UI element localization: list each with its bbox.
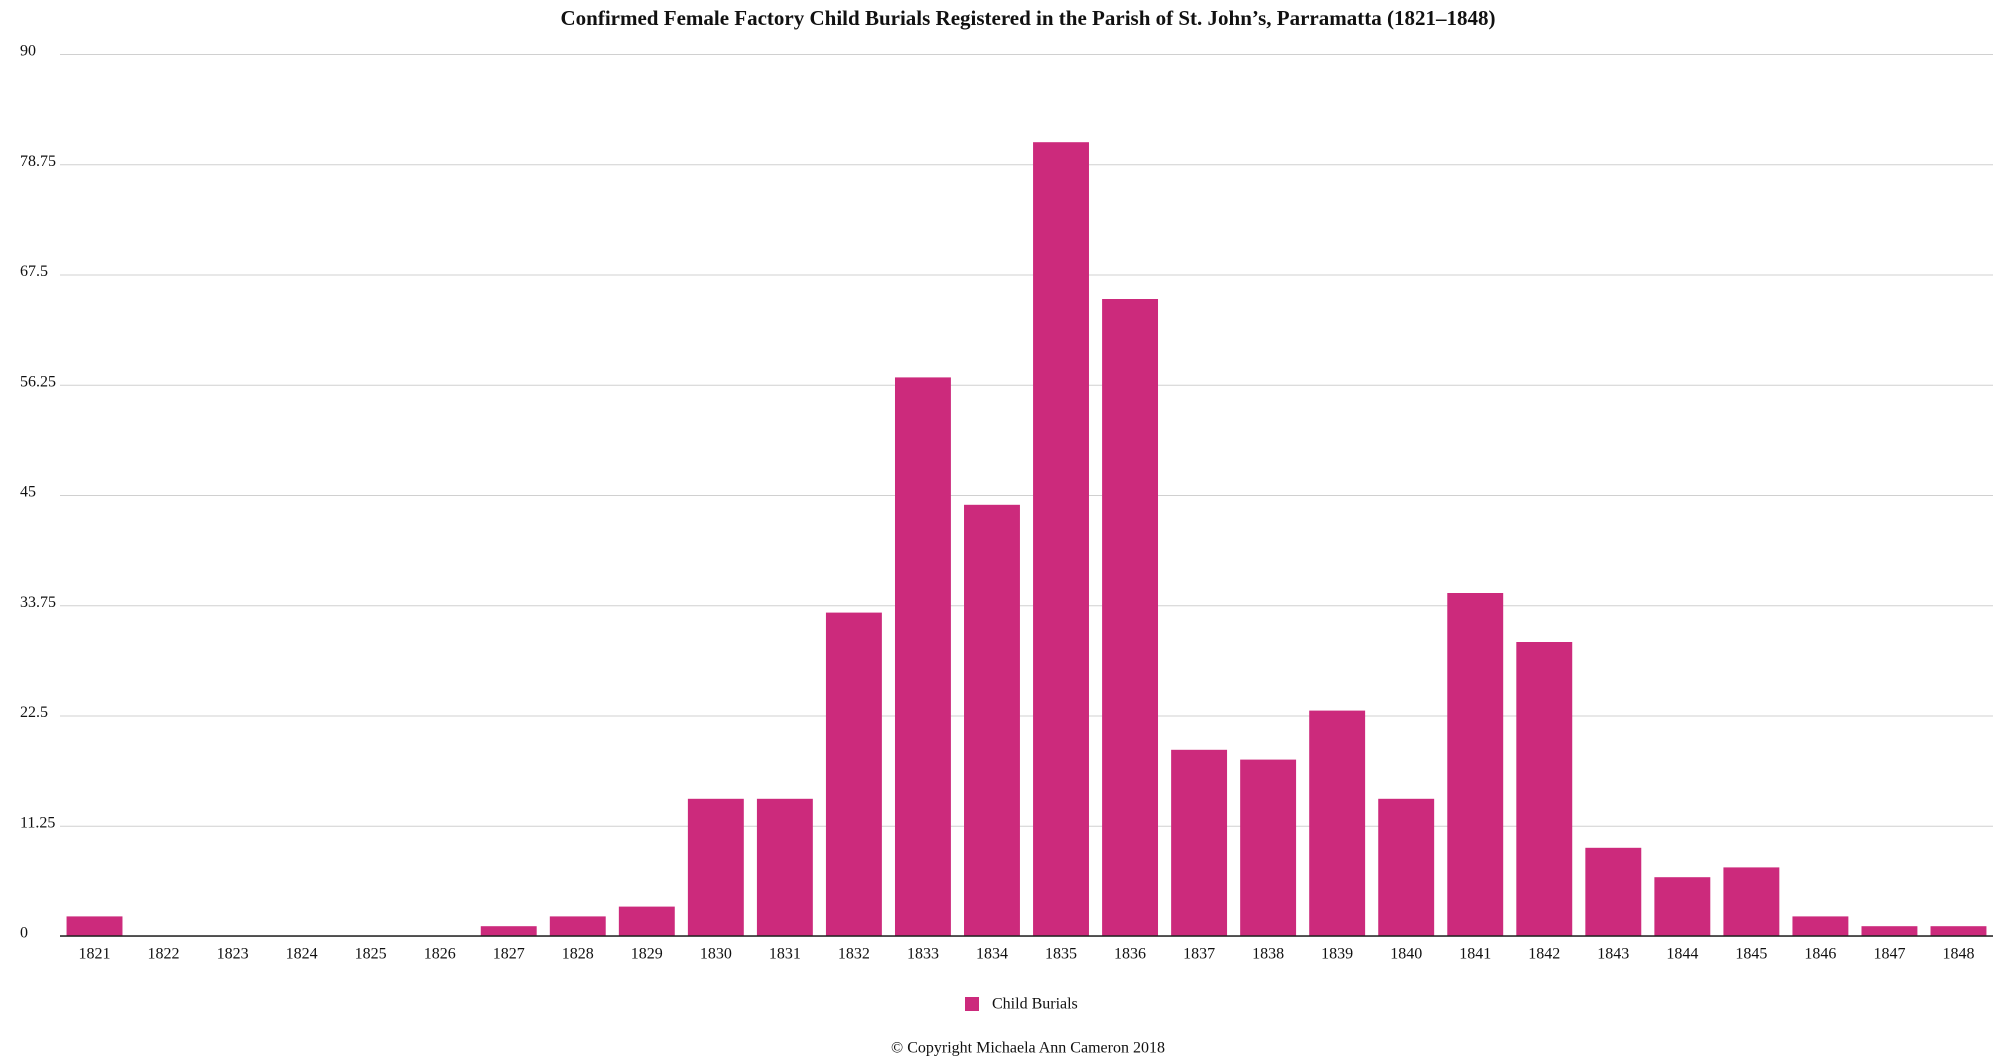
y-tick-label: 33.75	[20, 594, 56, 611]
x-tick-label: 1832	[838, 946, 870, 963]
y-tick-label: 90	[20, 43, 36, 60]
bar	[1309, 710, 1366, 936]
x-tick-label: 1826	[424, 946, 456, 963]
bar	[1240, 759, 1297, 936]
y-tick-label: 45	[20, 484, 36, 501]
copyright: © Copyright Michaela Ann Cameron 2018	[891, 1040, 1165, 1057]
x-tick-label: 1842	[1528, 946, 1560, 963]
bar	[549, 916, 606, 936]
x-tick-label: 1838	[1252, 946, 1284, 963]
y-tick-label: 22.5	[20, 704, 48, 721]
bar	[1723, 867, 1780, 936]
legend-label: Child Burials	[992, 996, 1078, 1013]
x-tick-label: 1828	[562, 946, 594, 963]
bar	[687, 798, 744, 936]
x-tick-label: 1837	[1183, 946, 1215, 963]
x-tick-label: 1834	[976, 946, 1008, 963]
chart-title: Confirmed Female Factory Child Burials R…	[561, 6, 1496, 30]
bar	[1516, 642, 1573, 936]
bar	[1033, 142, 1089, 936]
bar	[1102, 299, 1159, 936]
y-tick-label: 67.5	[20, 263, 48, 280]
y-tick-label: 11.25	[20, 814, 55, 831]
x-tick-label: 1825	[355, 946, 387, 963]
bar	[1861, 926, 1918, 936]
x-tick-label: 1846	[1804, 946, 1836, 963]
bar	[1792, 916, 1849, 936]
x-tick-label: 1843	[1597, 946, 1629, 963]
bar	[756, 798, 813, 936]
x-tick-label: 1840	[1390, 946, 1422, 963]
bar	[894, 377, 951, 936]
x-tick-label: 1836	[1114, 946, 1146, 963]
x-tick-label: 1831	[769, 946, 801, 963]
bar	[1585, 847, 1642, 936]
bar	[1654, 877, 1711, 936]
bar	[480, 926, 537, 936]
bar	[66, 916, 123, 936]
x-tick-label: 1848	[1942, 946, 1974, 963]
x-tick-label: 1835	[1045, 946, 1077, 963]
y-tick-label: 56.25	[20, 373, 56, 390]
x-tick-label: 1845	[1735, 946, 1767, 963]
x-tick-label: 1821	[79, 946, 111, 963]
x-tick-label: 1827	[493, 946, 525, 963]
bar	[1447, 593, 1504, 936]
bar	[964, 504, 1020, 936]
x-tick-label: 1833	[907, 946, 939, 963]
bar	[1171, 749, 1228, 936]
x-tick-label: 1823	[217, 946, 249, 963]
x-tick-label: 1839	[1321, 946, 1353, 963]
x-tick-label: 1830	[700, 946, 732, 963]
x-tick-label: 1847	[1873, 946, 1905, 963]
y-tick-label: 0	[20, 925, 28, 942]
bar	[1930, 926, 1987, 936]
x-tick-label: 1824	[286, 946, 318, 963]
x-tick-label: 1841	[1459, 946, 1491, 963]
bar	[618, 906, 675, 936]
bar	[825, 612, 882, 936]
x-tick-label: 1822	[148, 946, 180, 963]
y-tick-label: 78.75	[20, 153, 56, 170]
bar	[1378, 798, 1435, 936]
legend-swatch	[965, 997, 979, 1011]
x-tick-label: 1844	[1666, 946, 1698, 963]
x-tick-label: 1829	[631, 946, 663, 963]
